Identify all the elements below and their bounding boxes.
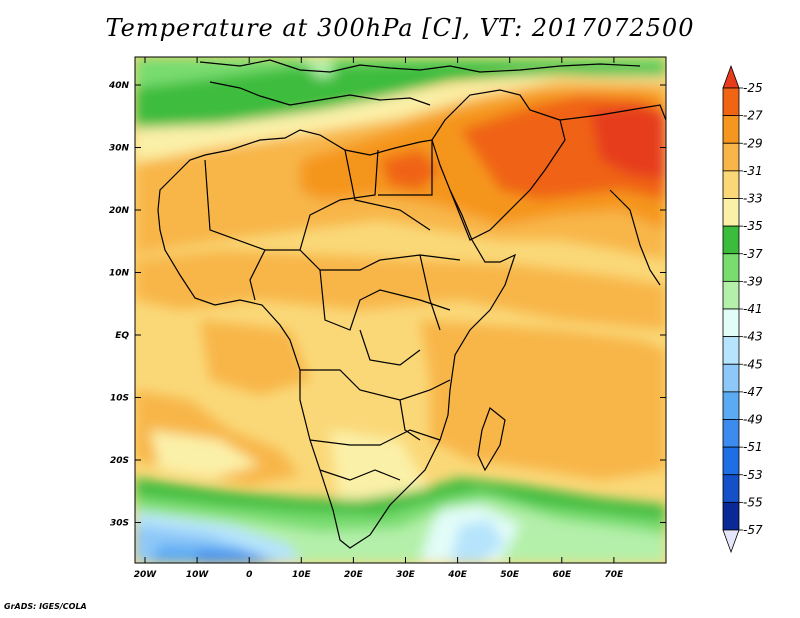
colorbar-swatch	[722, 501, 740, 531]
colorbar-label: -29	[743, 136, 763, 150]
credit-label: GrADS: IGES/COLA	[4, 602, 87, 611]
colorbar-label: -49	[743, 413, 763, 427]
lat-label: 40N	[108, 81, 130, 91]
colorbar-swatch	[722, 363, 740, 393]
colorbar-label: -43	[743, 330, 763, 344]
lon-label: 10E	[292, 570, 312, 580]
lat-label: 10S	[110, 394, 129, 404]
lat-label: 10N	[109, 269, 130, 279]
colorbar-label: -41	[743, 302, 763, 316]
plot-frame	[134, 56, 667, 564]
longitude-axis: 20W 10W 0 10E 20E 30E 40E 50E 60E 70E	[134, 57, 624, 580]
colorbar-label: -31	[743, 164, 763, 178]
lon-label: 0	[246, 570, 252, 580]
colorbar-bottom-arrow	[722, 529, 740, 554]
colorbar-label: -55	[743, 495, 763, 509]
colorbar-label: -25	[743, 81, 763, 95]
lat-label: 20S	[110, 456, 129, 466]
colorbar-swatch	[722, 336, 740, 365]
colorbar-swatch	[722, 253, 740, 282]
lon-label: 70E	[605, 570, 625, 580]
colorbar-swatch	[722, 170, 740, 199]
colorbar-label: -33	[743, 192, 763, 206]
lat-label: 30S	[110, 519, 129, 529]
temperature-colorbar: -25 -27 -29 -31 -33 -35 -37 -39 -41 -43 -45 -47 -49 -…	[722, 64, 763, 554]
colorbar-label: -47	[743, 385, 763, 399]
colorbar-label: -37	[743, 247, 763, 261]
lon-label: 40E	[447, 570, 468, 580]
lon-label: 20W	[134, 570, 158, 580]
colorbar-swatch	[722, 198, 740, 227]
colorbar-label: -53	[743, 468, 763, 482]
lon-label: 10W	[186, 570, 210, 580]
lat-label: EQ	[115, 331, 129, 341]
colorbar-swatch	[722, 87, 740, 117]
colorbar-label: -27	[743, 109, 763, 123]
colorbar-swatch	[722, 115, 740, 144]
colorbar-swatch	[722, 280, 740, 310]
colorbar-label: -35	[743, 219, 763, 233]
colorbar-swatch	[722, 308, 740, 338]
lon-label: 50E	[500, 570, 520, 580]
colorbar-label: -51	[743, 440, 763, 454]
colorbar-swatch	[722, 225, 740, 255]
colorbar-swatch	[722, 474, 740, 503]
colorbar-swatch	[722, 142, 740, 172]
colorbar-swatch	[722, 446, 740, 476]
colorbar-top-arrow	[722, 64, 740, 89]
lon-label: 20E	[344, 570, 364, 580]
temperature-field	[135, 57, 666, 563]
colorbar-label: -57	[743, 523, 763, 537]
colorbar-swatch	[722, 419, 740, 448]
colorbar-label: -45	[743, 357, 763, 371]
lon-label: 60E	[552, 570, 572, 580]
lon-label: 30E	[396, 570, 416, 580]
colorbar-label: -39	[743, 274, 763, 288]
lat-label: 20N	[109, 206, 130, 216]
map-title: Temperature at 300hPa [C], VT: 201707250…	[105, 14, 695, 42]
coastlines	[157, 59, 666, 549]
latitude-axis: 40N 30N 20N 10N EQ 10S 20S 30S	[108, 81, 666, 529]
lat-label: 30N	[109, 144, 130, 154]
colorbar-swatch	[722, 391, 740, 420]
